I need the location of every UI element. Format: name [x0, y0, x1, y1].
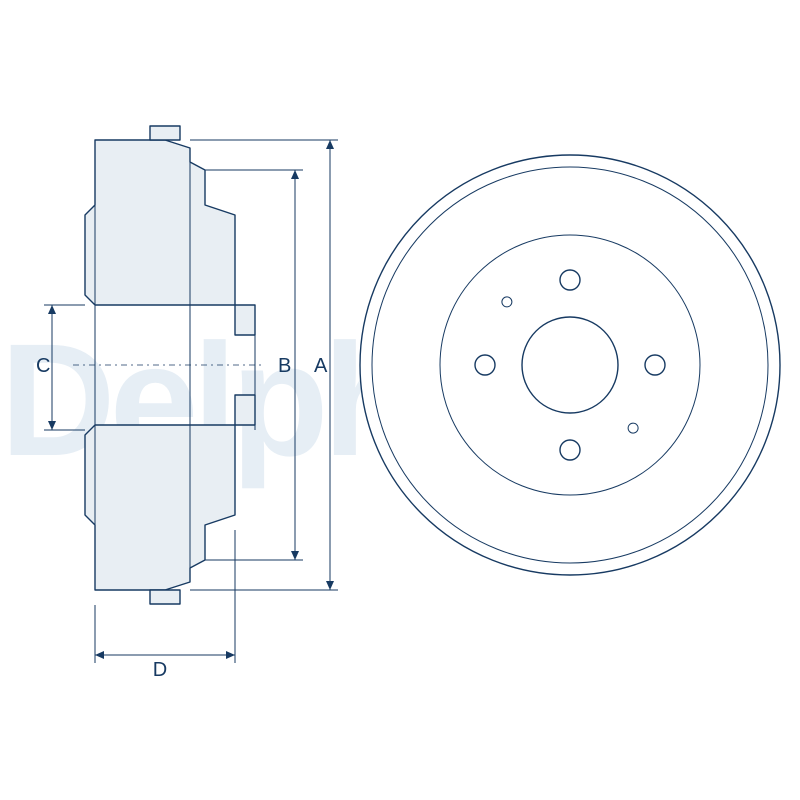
dim-label-c: C [36, 355, 50, 377]
technical-drawing: A B C D [0, 0, 800, 800]
dim-label-d: D [153, 659, 167, 681]
front-view [360, 155, 780, 575]
dim-label-b: B [278, 355, 291, 377]
dim-label-a: A [314, 355, 328, 377]
section-view [73, 126, 265, 604]
